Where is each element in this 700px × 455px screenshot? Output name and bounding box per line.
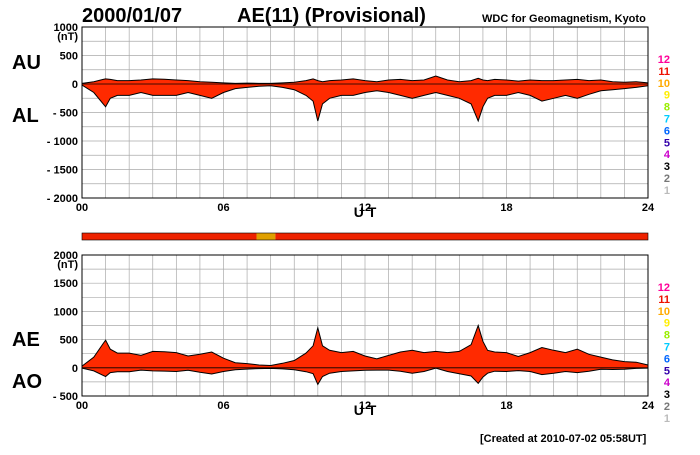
- x-tick-label: 18: [500, 202, 512, 214]
- station-legend-7: 7: [664, 342, 670, 354]
- station-legend-5: 5: [664, 365, 670, 377]
- station-legend-11: 11: [658, 66, 670, 78]
- x-tick-label: 24: [642, 400, 655, 412]
- station-legend-10: 10: [658, 78, 670, 90]
- y-tick-label: 0: [72, 363, 78, 375]
- date-title: 2000/01/07: [82, 5, 182, 27]
- x-tick-label: 12: [359, 202, 371, 214]
- y-tick-label: - 1500: [47, 165, 78, 177]
- x-tick-label: 06: [217, 202, 229, 214]
- station-legend-12: 12: [658, 282, 670, 294]
- area-fill-ae: [82, 325, 648, 385]
- station-legend-2: 2: [664, 401, 670, 413]
- area-fill-au: [82, 76, 648, 121]
- plot-frame: [81, 26, 649, 199]
- station-legend-5: 5: [664, 137, 670, 149]
- chart-panel-1: 1000 500 0 - 500 - 1000 - 1500 - 2000 (nT) 00 06 1…: [12, 22, 671, 220]
- station-count-bar: [81, 232, 649, 241]
- station-legend-4: 4: [664, 149, 671, 161]
- series-label-ae: AE: [12, 329, 40, 351]
- y-tick-label: 500: [60, 51, 78, 63]
- source-label: WDC for Geomagnetism, Kyoto: [482, 13, 646, 25]
- y-tick-label: 500: [60, 335, 78, 347]
- station-legend-2: 2: [664, 173, 670, 185]
- y-tick-label: - 500: [53, 108, 78, 120]
- station-legend-6: 6: [664, 125, 670, 137]
- x-tick-label: 00: [76, 400, 88, 412]
- series-line-al: [81, 84, 649, 123]
- station-bar-segment: [275, 233, 648, 240]
- series-line-au: [81, 75, 649, 84]
- x-tick-label: 00: [76, 202, 88, 214]
- y-tick-label: 2000: [54, 250, 78, 262]
- station-legend-3: 3: [664, 161, 670, 173]
- x-tick-label: 18: [500, 400, 512, 412]
- plot-frame: [81, 254, 649, 397]
- series-label-ao: AO: [12, 371, 42, 393]
- y-axis-unit: (nT): [57, 31, 78, 43]
- x-axis-label: U T: [354, 204, 377, 220]
- station-legend-1: 1: [664, 185, 670, 197]
- station-legend-8: 8: [664, 102, 670, 114]
- series-line-ae: [81, 323, 649, 367]
- station-bar-segment: [256, 233, 276, 240]
- y-tick-label: 1000: [54, 306, 78, 318]
- y-tick-label: - 500: [53, 391, 78, 403]
- y-tick-label: - 1000: [47, 136, 78, 148]
- station-legend-12: 12: [658, 54, 670, 66]
- created-footer: [Created at 2010-07-02 05:58UT]: [480, 433, 647, 445]
- station-legend-10: 10: [658, 306, 670, 318]
- station-legend-1: 1: [664, 413, 670, 425]
- x-tick-label: 12: [359, 400, 371, 412]
- station-legend-9: 9: [664, 90, 670, 102]
- y-tick-label: - 2000: [47, 193, 78, 205]
- station-legend-7: 7: [664, 114, 670, 126]
- station-legend-8: 8: [664, 330, 670, 342]
- series-label-au: AU: [12, 52, 41, 74]
- x-axis-label: U T: [354, 402, 377, 418]
- station-legend-6: 6: [664, 353, 670, 365]
- station-legend-3: 3: [664, 389, 670, 401]
- station-legend-9: 9: [664, 318, 670, 330]
- series-line-ao: [81, 367, 649, 386]
- y-tick-label: 1500: [54, 278, 78, 290]
- x-tick-label: 06: [217, 400, 229, 412]
- series-label-al: AL: [12, 105, 39, 127]
- station-legend-11: 11: [658, 294, 670, 306]
- station-legend-4: 4: [664, 377, 671, 389]
- station-bar-segment: [82, 233, 257, 240]
- y-axis-unit: (nT): [57, 259, 78, 271]
- index-title: AE(11) (Provisional): [237, 5, 426, 27]
- x-tick-label: 24: [642, 202, 655, 214]
- y-tick-label: 0: [72, 79, 78, 91]
- station-bar-frame: [81, 232, 649, 241]
- y-tick-label: 1000: [54, 22, 78, 34]
